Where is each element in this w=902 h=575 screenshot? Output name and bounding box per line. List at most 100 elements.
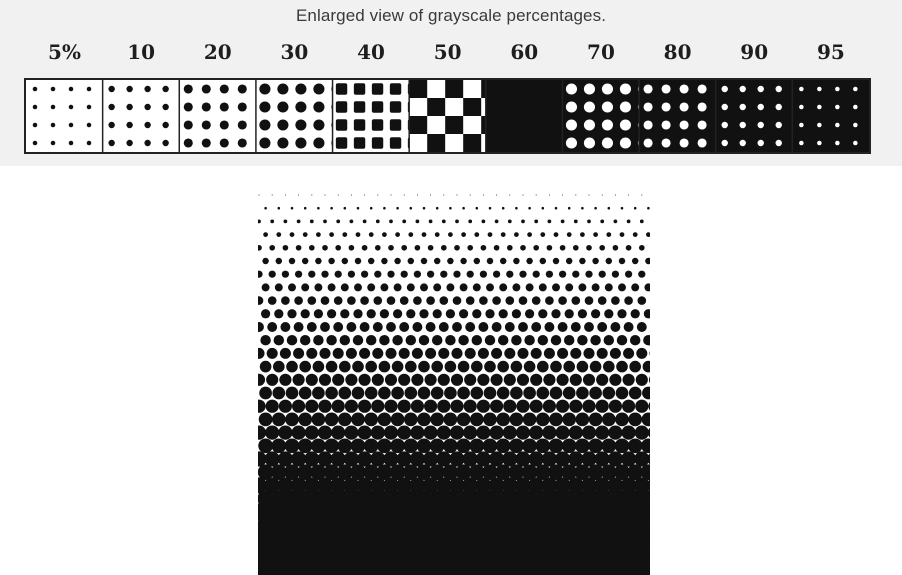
halftone-dot <box>504 322 515 332</box>
halftone-dot <box>471 334 483 346</box>
halftone-dot <box>270 490 288 507</box>
halftone-dot <box>483 386 497 400</box>
halftone-dot <box>622 373 635 386</box>
halftone-dot <box>307 296 317 305</box>
halftone-dot <box>500 232 506 237</box>
halftone-dot <box>626 568 645 575</box>
halftone-dot <box>429 438 445 454</box>
percentage-label: 50 <box>433 40 462 64</box>
halftone-dot <box>497 334 509 346</box>
grayscale-chart-panel: Enlarged view of grayscale percentages. … <box>0 0 902 166</box>
halftone-dot <box>284 438 300 454</box>
halftone-dot <box>328 257 335 265</box>
halftone-dot <box>558 296 567 305</box>
halftone-dot <box>416 438 432 454</box>
halftone-dot <box>423 425 438 440</box>
halftone-swatch-strip <box>24 78 871 154</box>
halftone-dot <box>470 386 484 400</box>
halftone-dot <box>399 296 409 305</box>
halftone-dot <box>278 399 293 413</box>
halftone-dot <box>551 309 561 319</box>
halftone-dot <box>266 373 279 386</box>
halftone-dot <box>502 425 517 440</box>
halftone-dot <box>631 257 639 265</box>
halftone-dot <box>547 219 552 224</box>
halftone-dot <box>549 386 563 400</box>
halftone-dot <box>465 296 475 305</box>
halftone-dot <box>447 257 454 265</box>
halftone-dot <box>258 244 262 251</box>
halftone-dot <box>587 490 604 507</box>
halftone-dot <box>349 219 354 224</box>
halftone-dot <box>607 206 611 210</box>
halftone-dot <box>435 503 453 521</box>
halftone-dot <box>580 477 598 494</box>
halftone-dot <box>262 257 269 265</box>
halftone-dot <box>549 412 563 427</box>
halftone-dot <box>532 270 540 278</box>
halftone-dot <box>271 412 286 427</box>
halftone-dot <box>501 477 518 494</box>
halftone-dot <box>336 516 354 534</box>
halftone-dot <box>503 373 516 386</box>
halftone-dot <box>595 399 609 413</box>
halftone-dot <box>428 219 433 224</box>
halftone-dot <box>458 334 469 346</box>
percentage-label: 40 <box>357 40 385 64</box>
halftone-dot <box>279 373 292 386</box>
halftone-dot <box>554 206 558 210</box>
halftone-dot <box>420 283 428 292</box>
swatch-6 <box>485 80 563 152</box>
halftone-dot <box>436 425 451 440</box>
halftone-dot <box>417 386 431 400</box>
halftone-dot <box>479 270 488 278</box>
halftone-dot <box>449 451 465 467</box>
halftone-dot <box>269 244 276 251</box>
halftone-dot <box>587 219 591 224</box>
halftone-dot <box>384 373 398 386</box>
halftone-dot <box>601 412 616 427</box>
halftone-dot <box>484 334 496 346</box>
halftone-dot <box>586 568 605 575</box>
halftone-dot <box>302 232 308 237</box>
halftone-dot <box>408 503 426 521</box>
halftone-dot <box>575 438 590 454</box>
halftone-dot <box>618 283 626 292</box>
halftone-dot <box>454 568 473 575</box>
halftone-dot <box>511 334 522 346</box>
halftone-dot <box>465 322 476 332</box>
halftone-dot <box>351 412 365 427</box>
halftone-dot <box>403 412 418 427</box>
swatch-8 <box>638 80 716 152</box>
halftone-dot <box>404 386 418 400</box>
halftone-dot <box>649 351 650 356</box>
halftone-dot <box>397 399 411 413</box>
halftone-dot <box>258 412 273 427</box>
halftone-dot <box>597 296 607 305</box>
halftone-dot <box>573 568 592 575</box>
halftone-dot <box>272 386 286 400</box>
halftone-dot <box>503 399 517 413</box>
halftone-dot <box>571 296 581 305</box>
halftone-dot <box>614 464 630 481</box>
halftone-dot <box>460 257 467 265</box>
halftone-dot <box>472 309 482 319</box>
halftone-dot <box>391 360 404 373</box>
halftone-dot <box>545 270 554 278</box>
halftone-dot <box>456 194 458 196</box>
halftone-dot <box>332 373 345 386</box>
halftone-dot <box>278 425 293 440</box>
halftone-dot <box>523 386 536 400</box>
halftone-dot <box>336 219 341 224</box>
halftone-dot <box>378 360 391 373</box>
halftone-dot <box>327 283 336 292</box>
halftone-dot <box>322 244 328 251</box>
halftone-dot <box>405 334 417 346</box>
halftone-dot <box>539 257 547 265</box>
halftone-dot <box>393 283 402 292</box>
halftone-dot <box>422 503 440 521</box>
halftone-dot <box>607 477 624 494</box>
halftone-dot <box>382 503 400 521</box>
halftone-dot <box>523 360 536 373</box>
halftone-dot <box>597 322 608 332</box>
